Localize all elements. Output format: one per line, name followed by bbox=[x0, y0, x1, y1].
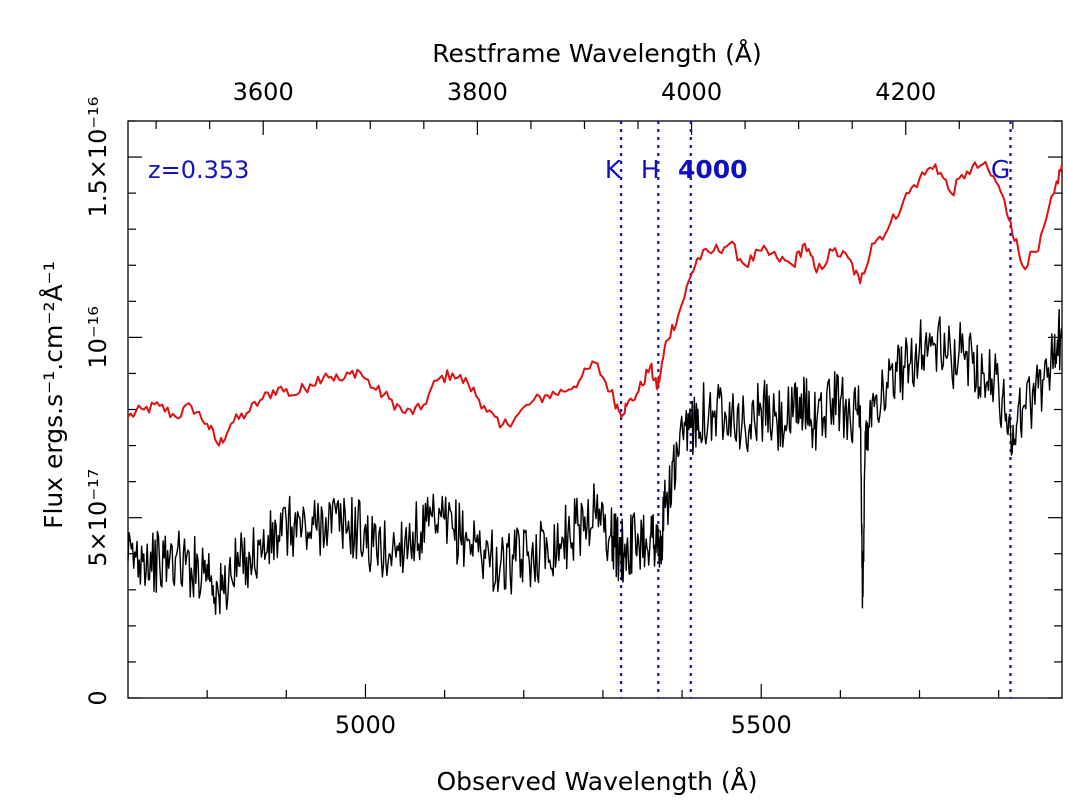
x2-tick-label: 3800 bbox=[447, 78, 508, 106]
x-tick-label: 5000 bbox=[335, 711, 396, 739]
bottom-axis-title: Observed Wavelength (Å) bbox=[436, 767, 757, 796]
y-axis-title: Flux ergs.s⁻¹.cm⁻²Å⁻¹ bbox=[39, 261, 68, 529]
y-tick-label: 10⁻¹⁶ bbox=[84, 306, 112, 368]
x2-tick-label: 4000 bbox=[661, 78, 722, 106]
x-tick-label: 5500 bbox=[731, 711, 792, 739]
plot-frame bbox=[127, 120, 1063, 699]
y-tick-label: 5×10⁻¹⁷ bbox=[84, 469, 112, 567]
redshift-label: z=0.353 bbox=[148, 156, 249, 184]
line-label-4000: 4000 bbox=[678, 155, 748, 184]
x2-tick-label: 3600 bbox=[233, 78, 294, 106]
line-label-H: H bbox=[641, 155, 660, 184]
y-tick-label: 1.5×10⁻¹⁶ bbox=[84, 97, 112, 218]
x2-tick-label: 4200 bbox=[875, 78, 936, 106]
line-label-G: G bbox=[991, 155, 1010, 184]
top-axis-title: Restframe Wavelength (Å) bbox=[432, 39, 761, 68]
line-label-K: K bbox=[605, 155, 622, 184]
series-line bbox=[127, 160, 1063, 447]
y-tick-label: 0 bbox=[84, 690, 112, 705]
series-line bbox=[127, 309, 1063, 615]
